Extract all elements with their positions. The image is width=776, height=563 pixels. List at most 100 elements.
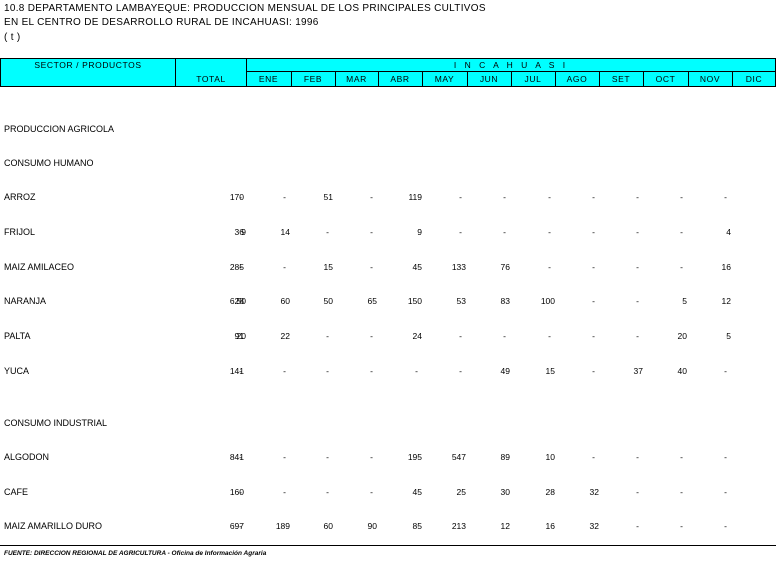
row-month-value: - [370,487,373,497]
row-month-value: - [370,227,373,237]
header-month-divider [643,71,644,86]
header-sector: SECTOR / PRODUCTOS [34,60,142,70]
row-month-value: - [326,331,329,341]
row-month-value: 5 [682,296,687,306]
row-month-value: 32 [589,521,599,531]
row-month-value: 90 [367,521,377,531]
row-month-value: 150 [407,296,422,306]
row-month-value: 32 [589,487,599,497]
row-month-value: 30 [500,487,510,497]
row-product-name: YUCA [4,366,30,376]
header-month-ago: AGO [566,74,588,84]
header-month-divider [378,71,379,86]
row-month-value: 50 [236,296,246,306]
header-total-rule [246,58,247,86]
row-month-value: 15 [545,366,555,376]
row-total: 160 [229,487,244,497]
row-month-value: 189 [275,521,290,531]
row-month-value: 14 [280,227,290,237]
row-month-value: - [592,331,595,341]
row-month-value: - [239,262,242,272]
row-month-value: - [503,192,506,202]
header-month-jun: JUN [479,74,499,84]
section-consumo-industrial: CONSUMO INDUSTRIAL [4,418,108,428]
row-month-value: - [680,452,683,462]
row-month-value: - [459,331,462,341]
row-total: 628 [229,296,244,306]
header-month-divider [291,71,292,86]
row-month-value: 119 [408,192,422,202]
footer-rule [0,545,776,546]
row-month-value: - [592,192,595,202]
row-month-value: - [636,296,639,306]
row-month-value: - [503,227,506,237]
row-month-value: 85 [412,521,422,531]
row-month-value: - [370,331,373,341]
row-month-value: - [370,452,373,462]
row-month-value: 100 [540,296,555,306]
row-month-value: 213 [451,521,466,531]
row-month-value: - [548,262,551,272]
row-product-name: MAIZ AMILACEO [4,262,75,272]
row-month-value: - [592,227,595,237]
row-month-value: 9 [241,227,246,237]
header-month-divider [599,71,600,86]
row-month-value: - [459,366,462,376]
row-month-value: - [724,366,727,376]
row-month-value: - [503,331,506,341]
row-month-value: - [239,521,242,531]
header-month-dic: DIC [745,74,763,84]
row-month-value: - [283,192,286,202]
row-month-value: - [239,452,242,462]
row-month-value: 50 [323,296,333,306]
source-note: FUENTE: DIRECCION REGIONAL DE AGRICULTUR… [4,550,267,557]
table-title-line-2: EN EL CENTRO DE DESARROLLO RURAL DE INCA… [4,17,319,28]
row-month-value: 45 [412,487,422,497]
row-month-value: 65 [367,296,377,306]
row-total: 697 [229,521,244,531]
header-month-ene: ENE [258,74,279,84]
row-month-value: - [636,487,639,497]
row-month-value: - [680,262,683,272]
row-month-value: 49 [500,366,510,376]
row-month-value: - [680,487,683,497]
row-month-value: - [592,366,595,376]
row-month-value: 24 [412,331,422,341]
header-month-divider [732,71,733,86]
header-month-set: SET [611,74,631,84]
row-month-value: - [326,366,329,376]
row-product-name: MAIZ AMARILLO DURO [4,521,103,531]
row-month-value: 83 [500,296,510,306]
row-month-value: - [370,192,373,202]
row-month-value: - [239,366,242,376]
row-month-value: - [283,366,286,376]
row-month-value: - [283,262,286,272]
row-product-name: NARANJA [4,296,47,306]
row-month-value: - [680,521,683,531]
row-month-value: - [283,487,286,497]
row-month-value: 53 [456,296,466,306]
row-month-value: 9 [417,227,422,237]
row-month-value: - [724,521,727,531]
row-month-value: - [680,227,683,237]
row-month-value: 22 [280,331,290,341]
header-month-divider [555,71,556,86]
row-month-value: 20 [236,331,246,341]
row-month-value: - [326,227,329,237]
row-month-value: 10 [545,452,555,462]
row-month-value: 89 [500,452,510,462]
row-month-value: - [283,452,286,462]
row-month-value: 60 [280,296,290,306]
table-title-line-1: 10.8 DEPARTAMENTO LAMBAYEQUE: PRODUCCION… [4,3,486,14]
row-total: 91 [234,331,244,341]
row-month-value: - [636,521,639,531]
header-month-divider [467,71,468,86]
row-month-value: - [636,331,639,341]
table-unit: ( t ) [4,32,21,43]
header-month-abr: ABR [390,74,410,84]
row-month-value: - [239,192,242,202]
row-product-name: FRIJOL [4,227,36,237]
row-month-value: - [326,452,329,462]
row-product-name: ARROZ [4,192,36,202]
row-month-value: 547 [451,452,466,462]
